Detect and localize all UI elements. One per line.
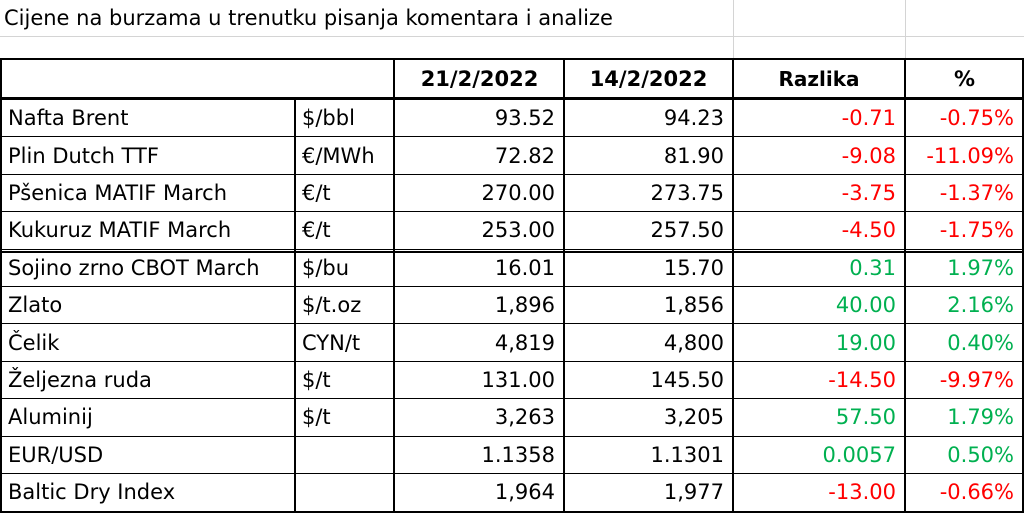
difference: -0.71 [841,106,896,131]
row-border [0,211,1024,213]
percent-change: 2.16% [947,293,1014,318]
commodity-name: Pšenica MATIF March [8,180,228,205]
border-diff-col [732,58,734,513]
price-current: 4,819 [494,330,555,355]
difference: -3.75 [841,180,896,205]
row-border [0,248,1024,250]
unit [296,437,393,474]
difference: 0.31 [849,255,896,280]
price-previous: 1,856 [663,293,724,318]
header-date-current: 21/2/2022 [420,66,539,91]
price-previous: 1,977 [663,480,724,505]
sheet-title: Cijene na burzama u trenutku pisanja kom… [4,5,613,30]
unit: $/t [302,367,331,392]
difference: -13.00 [828,480,896,505]
price-current: 270.00 [481,180,555,205]
header-border [0,97,1024,100]
header-difference: Razlika [778,67,860,91]
commodity-name: EUR/USD [8,442,104,467]
row-border [0,173,1024,175]
price-previous: 15.70 [663,255,724,280]
price-previous: 3,205 [663,405,724,430]
row-border [0,286,1024,287]
table-border-top [0,58,1024,60]
price-previous: 273.75 [650,180,724,205]
header-date-previous: 14/2/2022 [589,66,708,91]
price-previous: 1.1301 [650,442,724,467]
gridline [0,36,1024,37]
difference: 40.00 [835,293,896,318]
gridline [905,0,906,58]
unit: $/t.oz [302,293,362,318]
row-border [0,136,1024,138]
percent-change: -0.75% [939,106,1014,131]
difference: -9.08 [841,143,896,168]
percent-change: -1.75% [939,218,1014,243]
border-right [1022,58,1024,513]
row-border [0,323,1024,325]
commodity-name: Aluminij [8,405,93,430]
difference: 19.00 [835,330,896,355]
table-border-bottom [0,511,1024,513]
gridline [733,0,734,58]
percent-change: 1.79% [947,405,1014,430]
percent-change: -11.09% [926,143,1014,168]
header-percent: % [953,66,976,91]
group-separator [0,251,1024,253]
border-prev-col [563,58,565,513]
price-current: 253.00 [481,218,555,243]
price-current: 1,896 [494,293,555,318]
border-left [0,58,2,513]
price-previous: 257.50 [650,218,724,243]
percent-change: -0.66% [939,480,1014,505]
unit: CYN/t [302,330,361,355]
price-current: 93.52 [494,106,555,131]
commodity-name: Plin Dutch TTF [8,143,159,168]
price-previous: 94.23 [663,106,724,131]
price-current: 72.82 [494,143,555,168]
price-previous: 4,800 [663,330,724,355]
row-border [0,360,1024,362]
unit: €/t [302,180,331,205]
difference: -14.50 [828,367,896,392]
unit: €/MWh [302,143,375,168]
commodity-name: Sojino zrno CBOT March [8,255,260,280]
commodity-name: Čelik [8,330,60,355]
percent-change: 1.97% [947,255,1014,280]
price-current: 1.1358 [481,442,555,467]
unit [296,474,393,511]
price-previous: 81.90 [663,143,724,168]
difference: -4.50 [841,218,896,243]
unit: $/t [302,405,331,430]
percent-change: 0.50% [947,442,1014,467]
border-unit-col [294,98,296,513]
commodity-name: Nafta Brent [8,106,129,131]
price-current: 131.00 [481,367,555,392]
price-previous: 145.50 [650,367,724,392]
unit: $/bu [302,255,350,280]
percent-change: 0.40% [947,330,1014,355]
unit: $/bbl [302,106,355,131]
price-current: 16.01 [494,255,555,280]
commodity-name: Baltic Dry Index [8,480,176,505]
difference: 57.50 [835,405,896,430]
difference: 0.0057 [822,442,896,467]
commodity-name: Zlato [8,293,63,318]
border-value-col [393,58,395,513]
percent-change: -1.37% [939,180,1014,205]
row-border [0,473,1024,474]
percent-change: -9.97% [939,367,1014,392]
row-border [0,398,1024,400]
row-border [0,435,1024,437]
commodity-name: Željezna ruda [8,367,152,392]
unit: €/t [302,218,331,243]
border-pct-col [904,58,906,513]
commodity-name: Kukuruz MATIF March [8,218,232,243]
price-current: 1,964 [494,480,555,505]
price-current: 3,263 [494,405,555,430]
